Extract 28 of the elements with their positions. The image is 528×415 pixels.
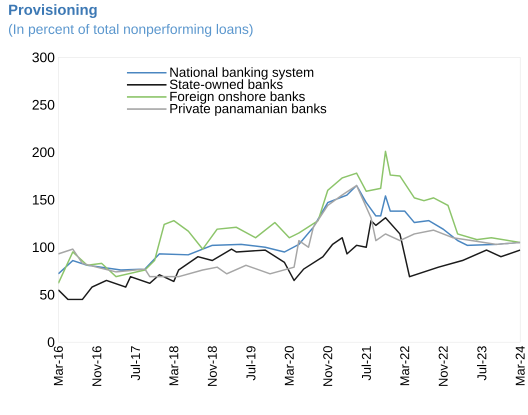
x-tick-label: Mar-16: [54, 346, 63, 385]
x-tick-label: Mar-18: [169, 346, 178, 385]
line-series: [58, 150, 520, 284]
x-tick-label: Nov-22: [438, 346, 448, 386]
y-tick-label: 100: [32, 242, 54, 252]
x-tick-label: Mar-20: [284, 346, 294, 385]
x-tick-label: Nov-18: [208, 346, 217, 386]
x-tick-label: Nov-20: [323, 346, 332, 386]
y-tick-label: 200: [32, 147, 54, 158]
y-tick-label: 250: [32, 100, 54, 110]
chart-title: Provisioning: [9, 4, 97, 18]
legend-label: State-owned banks: [170, 79, 283, 89]
x-tick-label: Jul-23: [476, 346, 486, 380]
line-series: [58, 216, 520, 300]
y-tick-label: 300: [32, 52, 54, 62]
x-tick-label: Jul-21: [362, 346, 371, 380]
x-tick-label: Mar-24: [516, 346, 525, 385]
chart-subtitle: (In percent of total nonperforming loans): [8, 24, 253, 37]
x-tick-label: Nov-16: [92, 346, 102, 386]
x-tick-label: Mar-22: [400, 346, 410, 385]
legend-label: National banking system: [170, 67, 314, 80]
legend-label: Foreign onshore banks: [170, 91, 305, 104]
y-tick-label: 0: [48, 337, 54, 347]
x-tick-label: Jul-19: [246, 346, 256, 380]
legend-label: Private panamanian banks: [170, 103, 326, 116]
y-tick-label: 50: [40, 290, 54, 300]
x-tick-label: Jul-17: [130, 346, 140, 380]
y-tick-label: 150: [32, 194, 54, 204]
